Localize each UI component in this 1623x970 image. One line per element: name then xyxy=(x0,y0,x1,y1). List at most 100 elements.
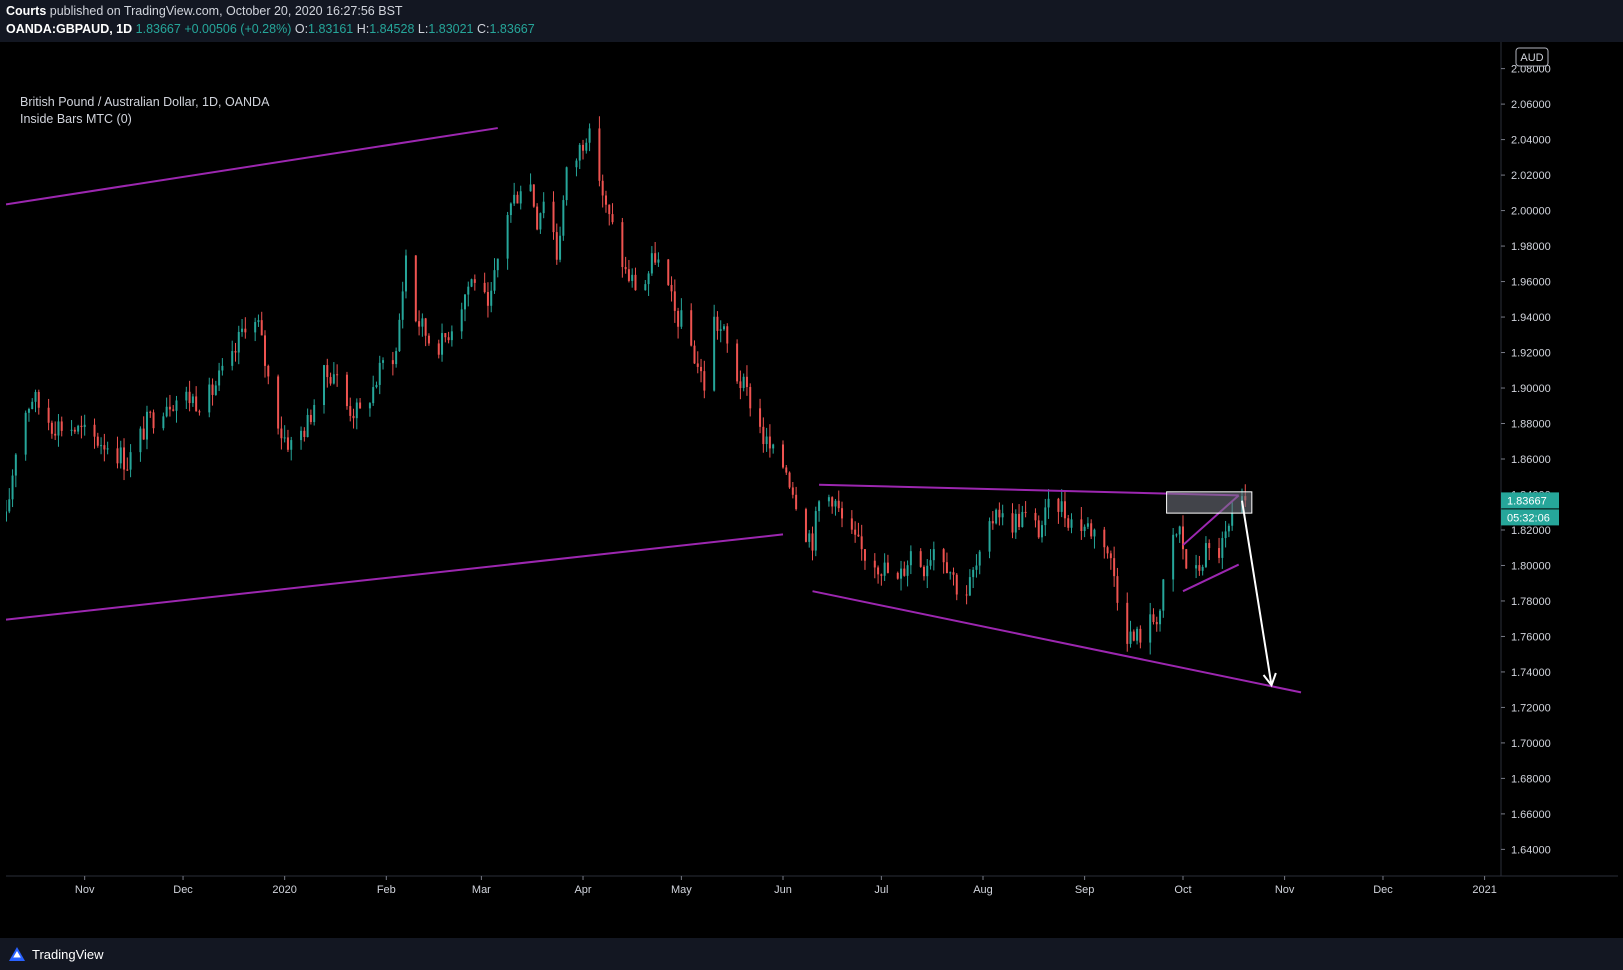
candle-body xyxy=(70,429,73,431)
candle-body xyxy=(57,421,60,436)
candle-body xyxy=(218,370,221,386)
candle-body xyxy=(391,360,394,365)
candle-body xyxy=(942,549,945,563)
candle-body xyxy=(483,282,486,293)
candle-body xyxy=(1014,513,1017,533)
high-value: 1.84528 xyxy=(369,22,415,36)
drawings-layer[interactable] xyxy=(6,127,1302,694)
candle-body xyxy=(506,215,509,259)
candle-body xyxy=(1018,513,1021,528)
candle-body xyxy=(1001,513,1004,518)
time-tick-label: Aug xyxy=(973,884,993,896)
currency-label: AUD xyxy=(1520,52,1543,64)
candle-body xyxy=(103,445,106,450)
price-tick-label: 1.72000 xyxy=(1511,702,1551,714)
price-tick-label: 1.92000 xyxy=(1511,348,1551,360)
candle-body xyxy=(739,381,742,389)
candle-body xyxy=(1132,631,1135,641)
legend-indicator[interactable]: Inside Bars MTC (0) xyxy=(20,112,132,126)
price-tick-label: 1.86000 xyxy=(1511,454,1551,466)
candle-body xyxy=(903,568,906,576)
candle-body xyxy=(1218,548,1221,558)
candle-body xyxy=(978,551,981,566)
price-tick-label: 2.06000 xyxy=(1511,99,1551,111)
candle-body xyxy=(168,406,171,410)
candle-body xyxy=(11,475,14,500)
candle-body xyxy=(139,428,142,453)
candle-body xyxy=(700,366,703,372)
legend-title: British Pound / Australian Dollar, 1D, O… xyxy=(20,95,270,109)
trendline[interactable] xyxy=(6,127,498,206)
candle-body xyxy=(368,403,371,409)
price-axis[interactable]: 1.64000 1.66000 1.68000 1.70000 1.72000 1.740… xyxy=(1501,47,1551,856)
candle-body xyxy=(27,409,30,413)
candle-body xyxy=(303,430,306,438)
candle-body xyxy=(673,291,676,311)
candle-body xyxy=(1129,631,1132,644)
currency-badge[interactable] xyxy=(1515,47,1549,67)
price-chart[interactable]: 1.64000 1.66000 1.68000 1.70000 1.72000 1.740… xyxy=(6,42,1618,938)
candle-body xyxy=(1067,518,1070,528)
time-axis[interactable]: Nov Dec 2020 Feb Mar Apr May Jun Jul Aug Sep Oct Nov… xyxy=(75,876,1497,896)
price-labels: 1.83667 05:32:06 xyxy=(1501,492,1559,526)
price-tick-label: 1.66000 xyxy=(1511,809,1551,821)
chart-area[interactable]: 1.64000 1.66000 1.68000 1.70000 1.72000 1.740… xyxy=(6,42,1618,938)
projection-arrow[interactable] xyxy=(1241,500,1273,686)
time-tick-label: Jun xyxy=(774,884,792,896)
candle-body xyxy=(1231,512,1234,526)
candle-body xyxy=(719,329,722,331)
candle-body xyxy=(808,533,811,542)
candle-body xyxy=(1178,526,1181,535)
price-tick-label: 1.68000 xyxy=(1511,773,1551,785)
candle-body xyxy=(1162,579,1165,611)
price-tick-label: 2.08000 xyxy=(1511,64,1551,76)
publisher-name[interactable]: Courts xyxy=(6,4,47,18)
candle-body xyxy=(300,430,303,441)
candle-body xyxy=(404,255,407,292)
price-tick-label: 1.90000 xyxy=(1511,383,1551,395)
trendline[interactable] xyxy=(812,590,1302,694)
candle-body xyxy=(782,444,785,468)
candle-body xyxy=(100,445,103,447)
high-label: H: xyxy=(356,22,370,36)
candle-body xyxy=(142,428,145,440)
candle-body xyxy=(647,273,650,285)
candle-body xyxy=(1106,547,1109,554)
candle-body xyxy=(880,574,883,576)
candle-body xyxy=(437,343,440,355)
candle-body xyxy=(972,569,975,578)
candles-layer xyxy=(6,116,1247,655)
candle-body xyxy=(949,572,952,574)
candle-body xyxy=(900,568,903,579)
candle-body xyxy=(372,387,375,404)
candle-body xyxy=(745,376,748,388)
candle-body xyxy=(837,500,840,509)
candle-body xyxy=(529,184,532,192)
ohlc-line: OANDA:GBPAUD, 1D 1.83667 +0.00506 (+0.28… xyxy=(6,22,535,36)
trendline[interactable] xyxy=(1182,563,1240,593)
candle-body xyxy=(929,560,932,566)
candle-body xyxy=(221,365,224,371)
resistance-box[interactable] xyxy=(1166,491,1253,514)
candle-body xyxy=(945,562,948,574)
candle-body xyxy=(47,407,50,423)
time-tick-label: Sep xyxy=(1075,884,1095,896)
candle-body xyxy=(975,565,978,570)
candle-body xyxy=(644,284,647,291)
candle-body xyxy=(536,206,539,230)
price-tick-label: 2.04000 xyxy=(1511,135,1551,147)
candle-body xyxy=(795,494,798,510)
candle-body xyxy=(768,436,771,449)
candle-body xyxy=(955,574,958,595)
trendline[interactable] xyxy=(6,533,784,621)
candle-body xyxy=(995,509,998,524)
price-tick-label: 2.02000 xyxy=(1511,170,1551,182)
candle-body xyxy=(532,184,535,207)
candle-body xyxy=(1227,525,1230,532)
candle-body xyxy=(722,326,725,330)
candle-body xyxy=(598,128,601,181)
candle-body xyxy=(34,391,37,402)
candle-body xyxy=(80,425,83,428)
candle-body xyxy=(1198,565,1201,571)
symbol-label[interactable]: OANDA:GBPAUD, 1D xyxy=(6,22,133,36)
